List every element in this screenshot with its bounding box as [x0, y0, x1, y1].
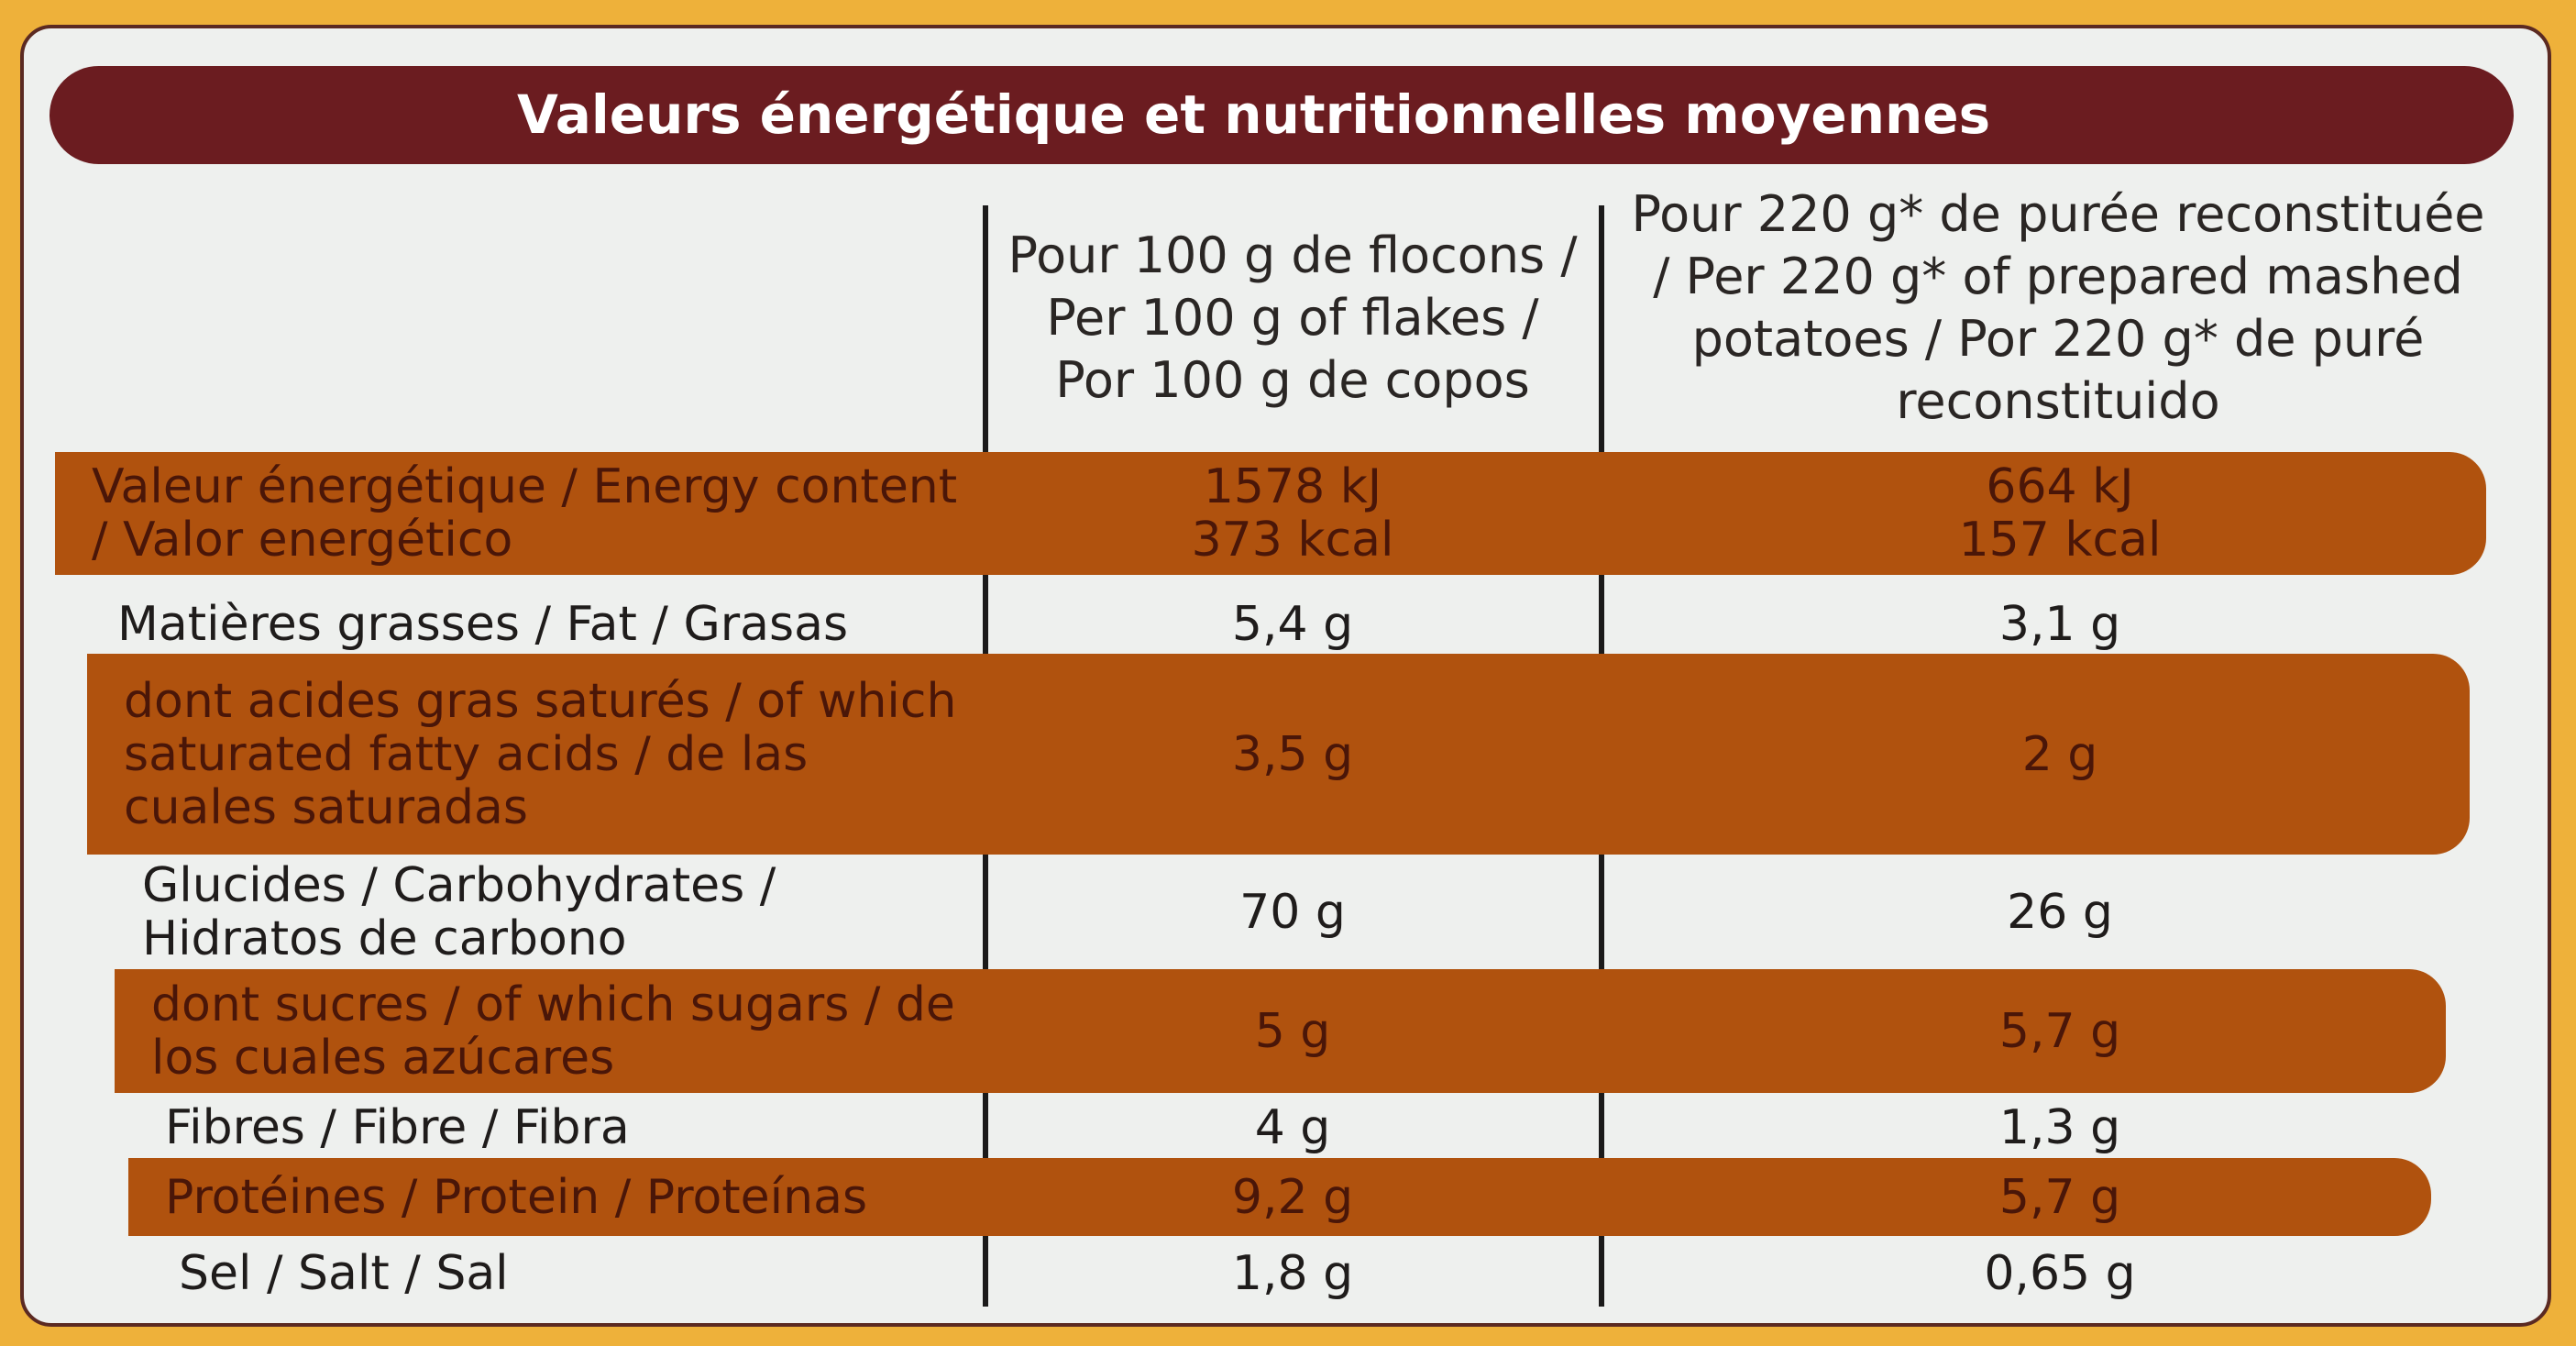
- row-band: [55, 452, 2486, 575]
- value-cell: 0,65 g: [1606, 1241, 2514, 1307]
- value-cell: 1578 kJ 373 kcal: [990, 452, 1595, 575]
- value-text: 5 g: [1254, 1003, 1331, 1059]
- value-cell: 70 g: [990, 855, 1595, 969]
- value-text: 1578 kJ: [1203, 459, 1382, 514]
- value-cell: 5,4 g: [990, 583, 1595, 666]
- row-band: [115, 969, 2446, 1093]
- value-cell: 3,1 g: [1606, 583, 2514, 666]
- value-cell: 5,7 g: [1606, 969, 2514, 1093]
- value-cell: 1,8 g: [990, 1241, 1595, 1307]
- row-label: dont acides gras saturés / of which satu…: [124, 673, 957, 835]
- column-header: Pour 220 g* de purée reconstituée / Per …: [1631, 185, 2485, 430]
- value-text: 9,2 g: [1231, 1169, 1354, 1225]
- value-text: 2 g: [2021, 726, 2098, 782]
- value-text: 5,7 g: [1998, 1003, 2121, 1059]
- value-cell: 5 g: [990, 969, 1595, 1093]
- value-cell: 26 g: [1606, 855, 2514, 969]
- value-text: 70 g: [1239, 884, 1346, 940]
- value-text: 5,7 g: [1998, 1169, 2121, 1225]
- value-text: 4 g: [1254, 1100, 1331, 1155]
- value-text: 0,65 g: [1984, 1246, 2136, 1301]
- row-label: Protéines / Protein / Proteínas: [165, 1169, 868, 1225]
- table-title: Valeurs énergétique et nutritionnelles m…: [50, 66, 2514, 164]
- value-text: 1,8 g: [1231, 1246, 1354, 1301]
- row-label: Sel / Salt / Sal: [179, 1246, 509, 1301]
- row-band: [128, 1158, 2431, 1236]
- value-text: 3,5 g: [1231, 726, 1354, 782]
- value-text: 157 kcal: [1958, 513, 2162, 568]
- value-text: 5,4 g: [1231, 597, 1354, 652]
- value-cell: 4 g: [990, 1098, 1595, 1158]
- row-label: Fibres / Fibre / Fibra: [165, 1100, 630, 1155]
- value-cell: 1,3 g: [1606, 1098, 2514, 1158]
- value-cell: 2 g: [1606, 654, 2514, 855]
- value-cell: 9,2 g: [990, 1158, 1595, 1236]
- value-text: 1,3 g: [1998, 1100, 2121, 1155]
- value-text: 3,1 g: [1998, 597, 2121, 652]
- row-band: [87, 654, 2470, 855]
- row-label: dont sucres / of which sugars / de los c…: [151, 976, 955, 1086]
- value-text: 26 g: [2007, 884, 2113, 940]
- value-cell: 5,7 g: [1606, 1158, 2514, 1236]
- value-text: 373 kcal: [1191, 513, 1394, 568]
- value-cell: 3,5 g: [990, 654, 1595, 855]
- row-label: Glucides / Carbohydrates / Hidratos de c…: [142, 857, 776, 966]
- value-text: 664 kJ: [1986, 459, 2134, 514]
- value-cell: 664 kJ 157 kcal: [1606, 452, 2514, 575]
- row-label: Matières grasses / Fat / Grasas: [117, 597, 849, 652]
- row-label: Valeur énergétique / Energy content / Va…: [92, 459, 958, 568]
- column-header: Pour 100 g de flocons / Per 100 g of fla…: [1007, 226, 1578, 409]
